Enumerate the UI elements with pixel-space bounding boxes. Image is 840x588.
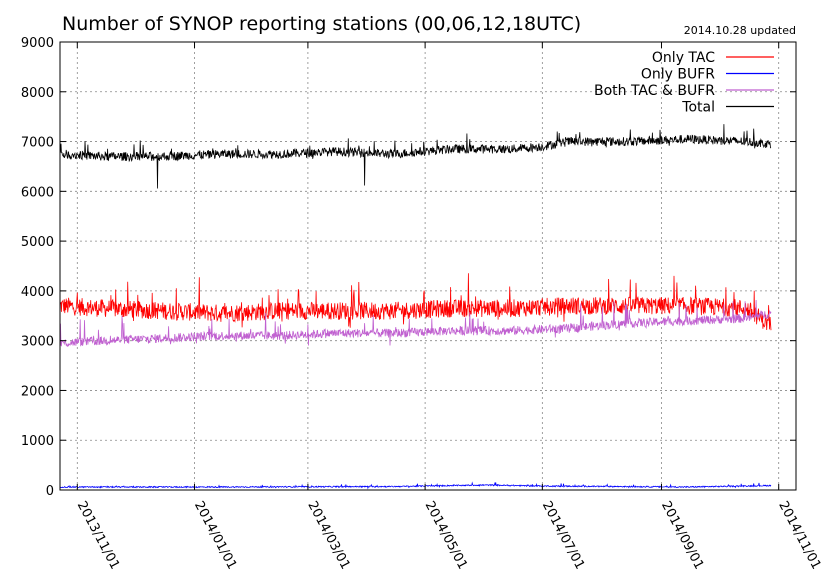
series-line-only-bufr [59, 481, 772, 490]
y-tick-label: 1000 [21, 434, 54, 449]
y-tick-label: 2000 [21, 384, 54, 399]
plot-frame [59, 41, 797, 491]
y-tick-label: 7000 [21, 136, 54, 151]
y-tick-label: 0 [46, 484, 54, 499]
y-tick-label: 4000 [21, 285, 54, 300]
series-line-total [59, 124, 772, 189]
series-line-both-tac-bufr [59, 299, 772, 347]
legend-label: Both TAC & BUFR [594, 83, 715, 99]
y-tick-label: 3000 [21, 335, 54, 350]
y-tick-label: 9000 [21, 36, 54, 51]
legend-label: Total [681, 100, 715, 116]
y-tick-label: 5000 [21, 235, 54, 250]
series-lines [59, 124, 772, 490]
series-line-only-tac [59, 273, 772, 331]
y-tick-label: 6000 [21, 185, 54, 200]
chart-title: Number of SYNOP reporting stations (00,0… [62, 13, 581, 35]
chart-updated-note: 2014.10.28 updated [684, 24, 796, 37]
y-tick-label: 8000 [21, 86, 54, 101]
legend-label: Only BUFR [641, 67, 715, 83]
y-axis: 0 1000 2000 3000 4000 5000 6000 7000 8000 9000 [21, 36, 796, 499]
legend-label: Only TAC [652, 50, 715, 66]
